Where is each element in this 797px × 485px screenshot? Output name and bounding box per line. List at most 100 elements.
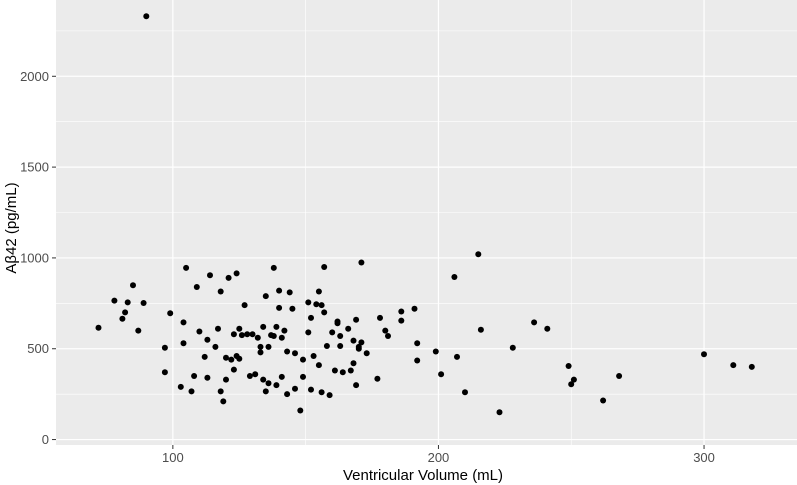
data-point (701, 351, 707, 358)
data-point (308, 386, 314, 393)
data-point (730, 362, 737, 369)
data-point (183, 264, 190, 271)
data-point (278, 334, 285, 341)
major-gridlines (56, 0, 797, 445)
data-point (321, 264, 328, 270)
data-point (321, 309, 328, 316)
data-point (318, 389, 325, 396)
y-tick-label: 0 (42, 432, 49, 447)
x-tick-label: 100 (162, 450, 184, 465)
data-point (385, 333, 391, 339)
data-point (223, 376, 229, 383)
y-axis-ticks: 0 500 1000 1500 2000 (20, 69, 56, 447)
data-point (318, 302, 325, 309)
data-point (305, 299, 312, 306)
data-point (326, 392, 333, 399)
data-point (95, 324, 102, 331)
data-point (315, 288, 322, 295)
data-point (300, 356, 306, 363)
data-point (350, 337, 357, 344)
data-point (616, 373, 623, 379)
data-point (496, 409, 503, 416)
data-point (260, 323, 267, 330)
data-point (339, 369, 346, 376)
data-point (462, 389, 468, 396)
data-point (323, 343, 330, 349)
data-point (276, 304, 283, 311)
data-point (236, 355, 243, 362)
y-tick-label: 500 (27, 341, 49, 356)
data-point (249, 331, 256, 338)
data-point (308, 314, 314, 321)
data-point (122, 309, 129, 316)
data-point (257, 343, 264, 350)
data-point (180, 319, 187, 326)
data-point (300, 373, 306, 380)
data-point (204, 336, 211, 343)
data-point (276, 287, 283, 294)
data-point (353, 316, 360, 323)
data-point (358, 259, 365, 266)
data-point (252, 371, 259, 378)
data-point (377, 314, 383, 321)
data-point (262, 293, 269, 300)
data-point (207, 272, 213, 279)
data-point (281, 327, 288, 334)
data-point (204, 374, 211, 381)
data-point (310, 353, 317, 359)
y-tick-label: 2000 (20, 69, 49, 84)
data-point (220, 398, 227, 405)
data-point (414, 357, 421, 364)
data-point (568, 381, 575, 388)
data-point (278, 373, 285, 380)
data-point (223, 354, 229, 361)
data-point (111, 297, 118, 304)
data-point (565, 363, 572, 369)
x-axis-title: Ventricular Volume (mL) (343, 467, 503, 484)
data-point (257, 349, 264, 356)
data-point (228, 356, 235, 363)
data-point (414, 340, 421, 347)
data-point (244, 331, 251, 338)
data-point (270, 264, 277, 271)
data-point (265, 380, 272, 387)
data-point (260, 376, 267, 383)
data-point (350, 360, 357, 367)
data-point (246, 373, 253, 379)
data-point (347, 367, 354, 374)
data-point (451, 274, 458, 280)
data-point (225, 274, 232, 281)
y-tick-label: 1000 (20, 250, 49, 265)
data-point (215, 325, 221, 332)
data-point (398, 308, 405, 315)
data-point (217, 288, 224, 295)
data-point (353, 382, 360, 389)
data-point (531, 319, 538, 326)
data-point (374, 375, 381, 382)
data-point (161, 369, 168, 376)
x-tick-label: 300 (693, 450, 715, 465)
data-point (140, 300, 147, 306)
data-point (286, 289, 293, 296)
y-tick-label: 1500 (20, 160, 49, 175)
data-point (477, 326, 484, 333)
data-point (297, 407, 304, 414)
data-point (265, 343, 272, 350)
data-point (544, 325, 551, 332)
data-point (212, 343, 219, 350)
data-point (355, 343, 362, 350)
data-point (358, 339, 365, 346)
data-point (438, 371, 445, 378)
data-point (273, 382, 280, 389)
data-point (337, 333, 344, 339)
data-point (475, 251, 482, 258)
data-point (167, 310, 174, 317)
data-point (363, 350, 370, 357)
data-point (748, 363, 755, 370)
data-point (600, 397, 607, 404)
data-point (254, 334, 261, 341)
data-point (201, 353, 208, 360)
data-point (398, 317, 405, 324)
data-point (454, 353, 460, 360)
x-axis-ticks: 100 200 300 (162, 445, 715, 465)
